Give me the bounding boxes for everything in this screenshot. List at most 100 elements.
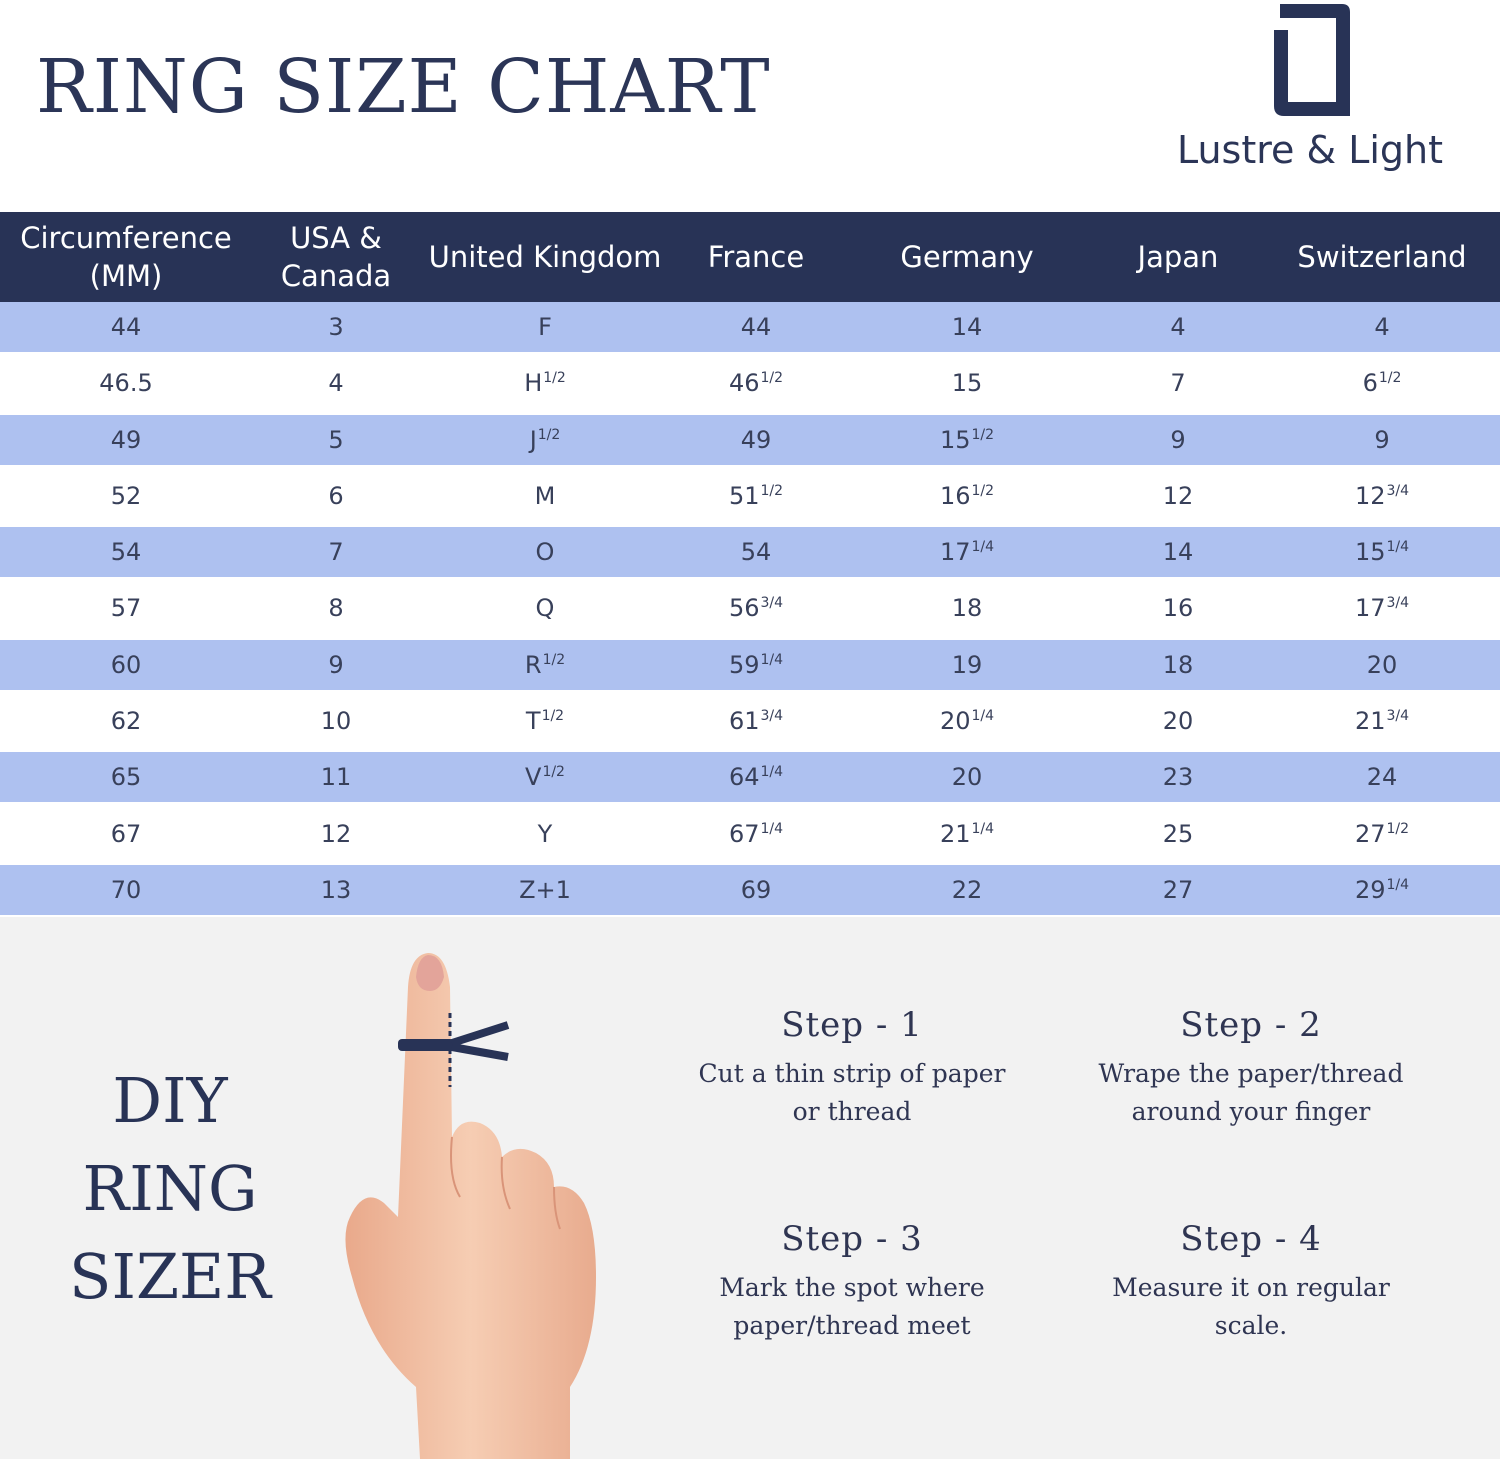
cell-value: 15	[951, 369, 983, 398]
table-cell: 12	[252, 802, 420, 865]
cell-value: 64	[728, 763, 760, 792]
brand-logo-icon	[1274, 4, 1350, 116]
cell-value: 18	[951, 594, 983, 623]
table-row: 67 12 Y 671/4 211/4 25 271/2	[0, 802, 1500, 865]
cell-value: 62	[110, 707, 142, 736]
cell-value: 19	[951, 650, 983, 679]
table-cell: Y	[420, 802, 670, 865]
table-cell: 271/2	[1264, 802, 1500, 865]
cell-value: 6	[328, 481, 344, 510]
table-cell: V1/2	[420, 752, 670, 803]
column-header-line: United Kingdom	[428, 240, 662, 274]
table-row: 65 11 V1/2 641/4 20 23 24	[0, 752, 1500, 803]
cell-fraction: 1/2	[971, 482, 995, 499]
cell-fraction: 1/2	[543, 370, 566, 387]
cell-value: 70	[110, 875, 142, 904]
brand-name: Lustre & Light	[1176, 128, 1444, 172]
cell-value: O	[535, 538, 555, 567]
cell-value: 60	[110, 650, 142, 679]
column-header: United Kingdom	[420, 212, 670, 302]
table-cell: 46.5	[0, 352, 252, 415]
cell-value: H	[524, 369, 543, 398]
table-cell: 13	[252, 864, 420, 915]
cell-value: 16	[1162, 594, 1194, 623]
cell-value: 46	[728, 369, 760, 398]
table-cell: 10	[252, 689, 420, 753]
cell-fraction: 1/4	[760, 820, 784, 837]
table-cell: 6	[252, 464, 420, 528]
table-cell: 67	[0, 802, 252, 865]
cell-fraction: 3/4	[760, 595, 784, 612]
table-cell: 20	[1092, 689, 1264, 753]
cell-value: 12	[1354, 481, 1386, 510]
cell-value: 3	[328, 313, 344, 341]
cell-value: 49	[740, 425, 772, 454]
table-row: 60 9 R1/2 591/4 19 18 20	[0, 639, 1500, 690]
cell-fraction: 1/4	[760, 651, 784, 668]
table-cell: 213/4	[1264, 689, 1500, 753]
table-cell: 7	[252, 527, 420, 578]
table-cell: O	[420, 527, 670, 578]
cell-value: 7	[1170, 369, 1186, 398]
step-line: around your finger	[1131, 1097, 1371, 1126]
cell-value: 10	[320, 707, 352, 736]
table-cell: 641/4	[670, 752, 842, 803]
cell-value: 29	[1354, 875, 1386, 904]
table-cell: H1/2	[420, 352, 670, 415]
cell-fraction: 1/4	[971, 820, 995, 837]
table-cell: 5	[252, 414, 420, 465]
cell-value: 12	[1162, 481, 1194, 510]
step-4: Step - 4 Measure it on regular scale.	[1081, 1219, 1421, 1345]
step-line: Wrape the paper/thread	[1098, 1059, 1404, 1088]
step-3: Step - 3 Mark the spot where paper/threa…	[682, 1219, 1022, 1345]
table-cell: 14	[842, 302, 1092, 352]
table-cell: 4	[1264, 302, 1500, 352]
cell-value: 22	[951, 875, 983, 904]
table-cell: 16	[1092, 577, 1264, 640]
cell-fraction: 1/2	[1378, 370, 1402, 387]
cell-value: 44	[110, 313, 142, 341]
table-cell: 14	[1092, 527, 1264, 578]
cell-value: J	[529, 425, 537, 454]
cell-value: 20	[1366, 650, 1398, 679]
column-header-line: Japan	[1137, 240, 1219, 274]
cell-value: 4	[328, 369, 344, 398]
table-row: 57 8 Q 563/4 18 16 173/4	[0, 577, 1500, 640]
table-cell: 44	[670, 302, 842, 352]
table-cell: 201/4	[842, 689, 1092, 753]
table-cell: 161/2	[842, 464, 1092, 528]
table-row: 44 3 F 44 14 4 4	[0, 302, 1500, 352]
cell-value: 65	[110, 763, 142, 792]
diy-title-line: RING	[82, 1152, 258, 1225]
table-cell: R1/2	[420, 639, 670, 690]
column-header: USA & Canada	[252, 212, 420, 302]
column-header: Germany	[842, 212, 1092, 302]
cell-value: R	[524, 650, 542, 679]
step-2: Step - 2 Wrape the paper/thread around y…	[1081, 1005, 1421, 1131]
cell-value: 5	[328, 425, 344, 454]
column-header: Japan	[1092, 212, 1264, 302]
cell-value: 57	[110, 594, 142, 623]
cell-fraction: 3/4	[1386, 482, 1410, 499]
cell-value: V	[525, 763, 542, 792]
table-cell: 613/4	[670, 689, 842, 753]
table-cell: F	[420, 302, 670, 352]
cell-value: 9	[1170, 425, 1186, 454]
column-header-line: France	[707, 240, 805, 274]
table-cell: J1/2	[420, 414, 670, 465]
table-cell: 44	[0, 302, 252, 352]
cell-value: 46.5	[99, 369, 153, 398]
cell-value: 6	[1362, 369, 1378, 398]
table-cell: 18	[1092, 639, 1264, 690]
step-line: Cut a thin strip of paper	[698, 1059, 1006, 1088]
cell-fraction: 1/2	[541, 708, 565, 725]
cell-fraction: 3/4	[1386, 595, 1410, 612]
cell-value: 15	[1354, 538, 1386, 567]
cell-value: 17	[1354, 594, 1386, 623]
cell-value: 11	[320, 763, 352, 792]
cell-fraction: 1/4	[971, 539, 995, 556]
table-cell: 49	[0, 414, 252, 465]
diy-title: DIY RING SIZER	[40, 1057, 300, 1321]
column-header: Circumference (MM)	[0, 212, 252, 302]
table-cell: 591/4	[670, 639, 842, 690]
